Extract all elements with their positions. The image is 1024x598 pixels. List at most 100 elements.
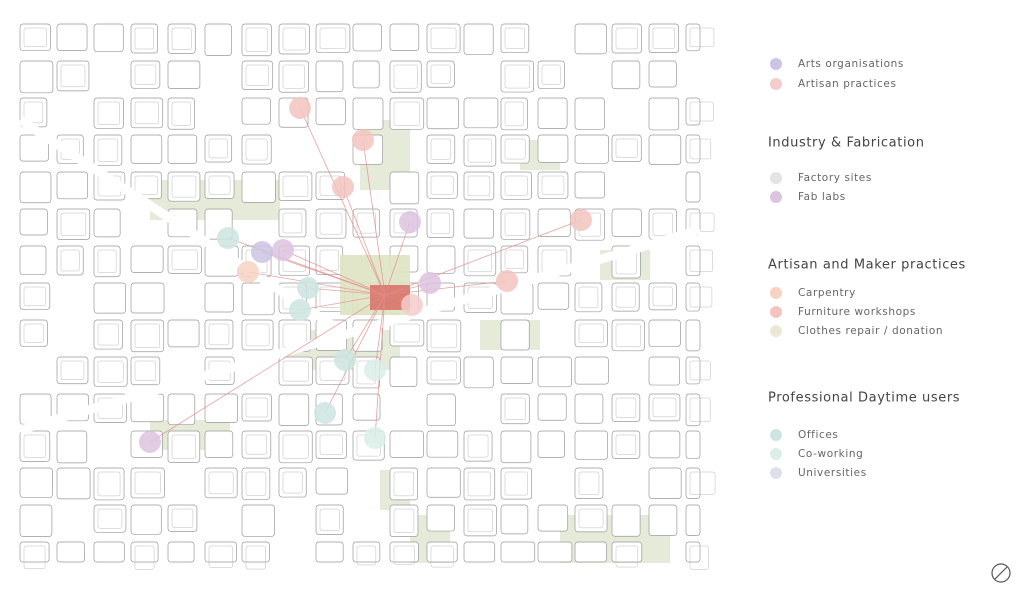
block [426, 319, 462, 353]
city-block [130, 319, 165, 353]
block [241, 282, 275, 316]
block [463, 467, 496, 501]
block [648, 134, 682, 165]
city-block [611, 430, 641, 459]
building [689, 27, 715, 48]
city-block [167, 134, 198, 164]
building [97, 471, 121, 497]
building [97, 508, 123, 529]
building [134, 323, 160, 348]
block [574, 171, 606, 199]
block [204, 134, 233, 163]
building [615, 27, 638, 50]
block [574, 504, 608, 533]
block [574, 467, 604, 499]
building [393, 545, 415, 565]
city-block [500, 356, 533, 384]
block [204, 319, 234, 350]
building [23, 434, 47, 458]
city-block [426, 393, 456, 427]
building [171, 101, 191, 126]
building [393, 508, 415, 533]
block [241, 23, 272, 57]
site [272, 239, 294, 261]
city-block [19, 171, 52, 204]
city-block [648, 134, 682, 165]
block [685, 504, 701, 536]
block [93, 467, 125, 501]
block [278, 393, 310, 427]
building [282, 27, 306, 51]
block [574, 393, 604, 424]
city-block [685, 97, 714, 126]
block [93, 356, 128, 387]
block [19, 171, 52, 204]
city-block [389, 97, 425, 130]
block [500, 356, 533, 384]
city-block [167, 97, 195, 130]
city-block [56, 208, 91, 240]
block [352, 541, 381, 563]
building [208, 323, 230, 346]
city-block [500, 23, 530, 54]
city-block [426, 208, 455, 238]
block [426, 97, 459, 130]
block [574, 541, 607, 563]
city-block [648, 97, 680, 131]
block [537, 282, 570, 310]
block [648, 356, 680, 386]
block [352, 97, 384, 130]
block [500, 97, 528, 131]
block [463, 23, 494, 55]
city-block [648, 282, 677, 311]
city-block [167, 319, 200, 348]
city-block [130, 134, 163, 164]
legend-swatch [770, 325, 782, 337]
block [426, 504, 455, 532]
connection [344, 294, 386, 361]
building [615, 434, 637, 455]
city-block [93, 356, 128, 387]
block [537, 430, 565, 458]
block [426, 430, 459, 458]
building [578, 323, 604, 344]
block [315, 60, 344, 93]
city-block [574, 23, 607, 55]
building [689, 249, 713, 272]
city-block [167, 171, 201, 202]
city-block [204, 319, 234, 350]
city-block [352, 23, 382, 52]
city-block [426, 171, 458, 199]
city-block [389, 541, 419, 565]
city-block [685, 282, 713, 312]
connection [149, 294, 386, 443]
site [139, 431, 161, 453]
block [648, 282, 677, 311]
block [56, 171, 89, 200]
building [504, 397, 526, 420]
block [389, 541, 419, 563]
block [685, 393, 701, 427]
city-block [278, 23, 310, 55]
building [467, 175, 491, 197]
city-block [389, 356, 418, 387]
city-block [204, 282, 234, 313]
legend-title: Professional Daytime users [768, 391, 960, 406]
building [245, 397, 268, 418]
city-block [56, 430, 88, 464]
block [389, 356, 418, 387]
city-block [315, 541, 344, 563]
city-block [611, 208, 642, 237]
city-block [241, 319, 274, 351]
site [496, 270, 518, 292]
city-block [611, 282, 640, 312]
block [278, 171, 313, 201]
city-block [389, 430, 424, 458]
building [282, 64, 305, 89]
city-block [463, 23, 494, 55]
block [241, 504, 275, 537]
city-block [648, 430, 681, 459]
legend-swatch [770, 191, 782, 203]
block [463, 430, 493, 462]
block [204, 393, 238, 423]
